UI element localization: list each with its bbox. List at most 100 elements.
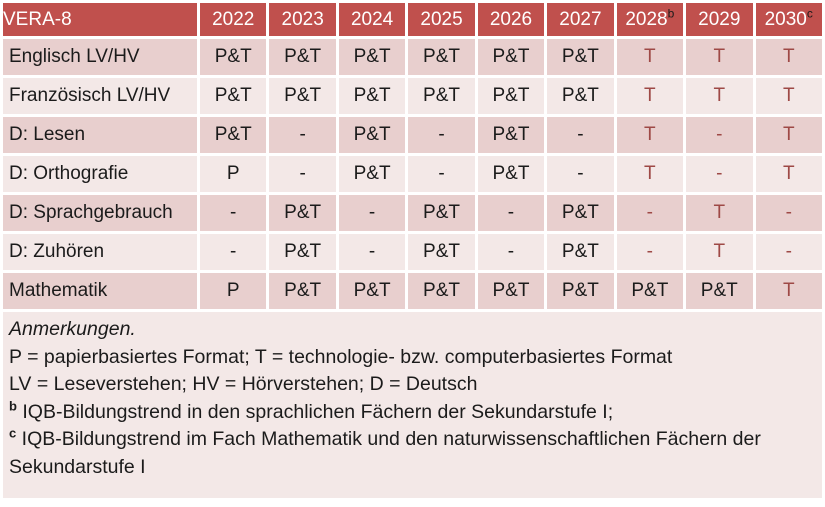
table-cell-2030: T [755,156,822,192]
table-cell-2030: T [755,273,822,309]
table-cell-2030: - [755,195,822,231]
table-cell-2024: P&T [338,273,406,309]
note-line: LV = Leseverstehen; HV = Hörverstehen; D… [9,373,478,396]
notes-heading: Anmerkungen. [9,318,136,340]
table-row: D: Orthografie P - P&T - P&T - T - T [3,156,822,192]
note-line: P = papierbasiertes Format; T = technolo… [9,345,673,368]
table-cell-2026: - [477,234,545,270]
table-cell-2028: P&T [616,273,684,309]
table-cell-2029: - [686,117,753,153]
table-cell-2030: T [755,78,822,114]
table-cell-2026: P&T [477,39,545,75]
table-cell-2027: - [547,156,614,192]
table-cell-2027: - [547,117,614,153]
table-cell-2022: P&T [200,117,267,153]
table-row: Mathematik P P&T P&T P&T P&T P&T P&T P&T T [3,273,822,309]
table-cell-2028: - [616,234,684,270]
table-row: D: Sprachgebrauch - P&T - P&T - P&T - T - [3,195,822,231]
table-cell-2023: - [269,117,336,153]
row-label: D: Zuhören [3,234,197,270]
table-cell-2024: P&T [338,156,406,192]
column-header-2028: 2028b [616,3,684,36]
table-cell-2022: P&T [200,39,267,75]
table-cell-2030: T [755,117,822,153]
column-header-2030: 2030c [755,3,822,36]
table-cell-2027: P&T [547,78,614,114]
table-cell-2026: P&T [477,78,545,114]
table-row: Französisch LV/HV P&T P&T P&T P&T P&T P&T T T T [3,78,822,114]
table-cell-2023: P&T [269,39,336,75]
table-cell-2025: P&T [408,273,475,309]
table-cell-2022: P [200,273,267,309]
table-cell-2024: - [338,234,406,270]
table-cell-2022: - [200,234,267,270]
table-cell-2024: P&T [338,78,406,114]
table-cell-2024: P&T [338,39,406,75]
table-cell-2027: P&T [547,273,614,309]
footnote-marker-b: b [667,6,675,21]
table-cell-2022: P [200,156,267,192]
table-cell-2024: - [338,195,406,231]
table-cell-2023: - [269,156,336,192]
table-cell-2026: - [477,195,545,231]
table-title: VERA-8 [3,3,197,36]
table-cell-2029: - [686,156,753,192]
table-cell-2026: P&T [477,273,545,309]
table-cell-2025: - [408,156,475,192]
table-cell-2028: T [616,117,684,153]
table-row: Englisch LV/HV P&T P&T P&T P&T P&T P&T T T T [3,39,822,75]
table-cell-2027: P&T [547,195,614,231]
column-header-2023: 2023 [269,3,336,36]
column-header-2029: 2029 [686,3,753,36]
note-line: b IQB-Bildungstrend in den sprachlichen … [9,398,614,423]
column-header-2027: 2027 [547,3,614,36]
table-cell-2029: T [686,39,753,75]
table-row: D: Zuhören - P&T - P&T - P&T - T - [3,234,822,270]
table-cell-2029: T [686,195,753,231]
header-row: VERA-8 2022 2023 2024 2025 2026 2027 2028b 2029… [3,3,822,36]
table-cell-2027: P&T [547,39,614,75]
table-cell-2029: T [686,78,753,114]
table-cell-2026: P&T [477,156,545,192]
table-cell-2029: T [686,234,753,270]
table-cell-2027: P&T [547,234,614,270]
table-cell-2023: P&T [269,78,336,114]
table-cell-2022: P&T [200,78,267,114]
table-cell-2028: T [616,39,684,75]
table-cell-2028: - [616,195,684,231]
footnote-marker-b: b [9,398,17,414]
table-cell-2025: P&T [408,39,475,75]
row-label: D: Lesen [3,117,197,153]
table-cell-2026: P&T [477,117,545,153]
table-cell-2025: P&T [408,78,475,114]
table-cell-2023: P&T [269,273,336,309]
table-cell-2023: P&T [269,234,336,270]
row-label: D: Orthografie [3,156,197,192]
column-header-2024: 2024 [338,3,406,36]
notes-block: Anmerkungen. P = papierbasiertes Format;… [3,312,822,498]
footnote-marker-c: c [806,6,813,21]
table-cell-2024: P&T [338,117,406,153]
column-header-2026: 2026 [477,3,545,36]
table-cell-2028: T [616,156,684,192]
table-cell-2025: - [408,117,475,153]
table-cell-2022: - [200,195,267,231]
row-label: Mathematik [3,273,197,309]
table-cell-2023: P&T [269,195,336,231]
vera8-schedule-table: VERA-8 2022 2023 2024 2025 2026 2027 2028b 2029… [3,3,822,309]
table-row: D: Lesen P&T - P&T - P&T - T - T [3,117,822,153]
table-cell-2028: T [616,78,684,114]
table-cell-2025: P&T [408,195,475,231]
table-cell-2025: P&T [408,234,475,270]
footnote-marker-c: c [9,425,17,441]
table-cell-2029: P&T [686,273,753,309]
row-label: Englisch LV/HV [3,39,197,75]
table-cell-2030: T [755,39,822,75]
row-label: D: Sprachgebrauch [3,195,197,231]
column-header-2025: 2025 [408,3,475,36]
row-label: Französisch LV/HV [3,78,197,114]
note-line: c IQB-Bildungstrend im Fach Mathematik u… [9,425,761,478]
table-cell-2030: - [755,234,822,270]
column-header-2022: 2022 [200,3,267,36]
